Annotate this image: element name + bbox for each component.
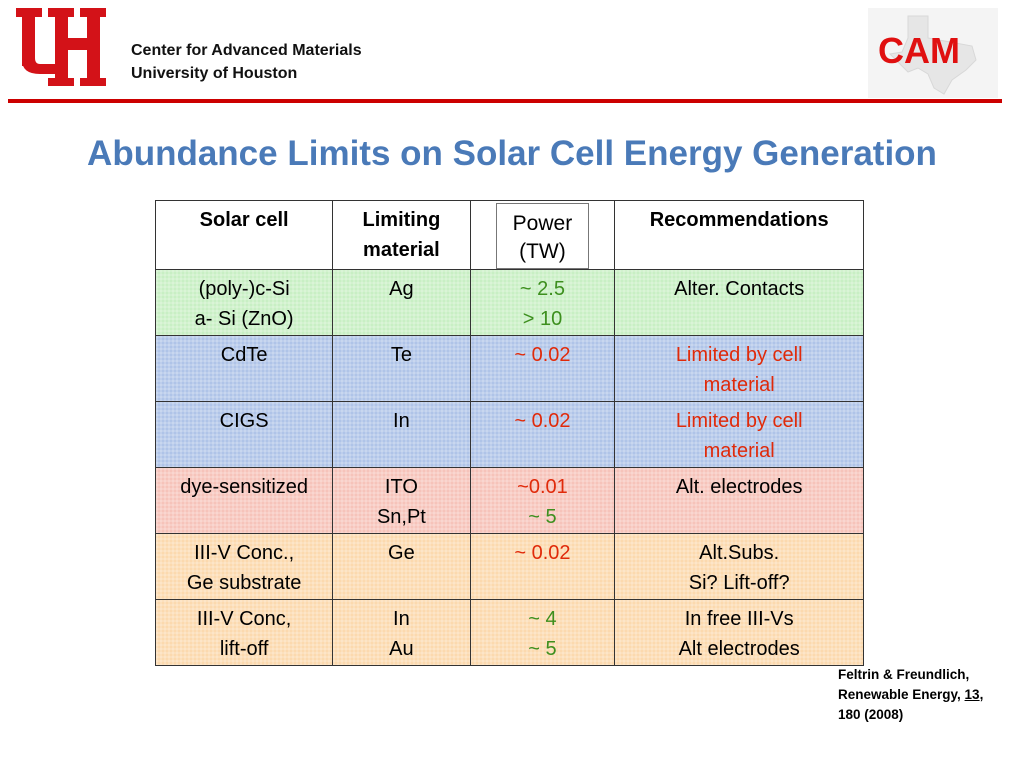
cell-recommendation: Alter. Contacts (614, 269, 864, 336)
table-header-row: Solar cell Limiting material Power (TW) … (154, 200, 864, 270)
header-solar-cell-label: Solar cell (199, 209, 289, 231)
cell-solar-cell: CdTe (154, 335, 334, 402)
cell-power-text: ~ 5 (528, 506, 557, 528)
cell-recommendation-text: Limited by cell (675, 410, 803, 432)
cell-power: ~ 2.5 > 10 (469, 269, 616, 336)
cell-recommendation-text: In free III-Vs (684, 608, 794, 630)
cell-solar-cell-text: III-V Conc, (196, 608, 292, 630)
table-row: III-V Conc., Ge substrate Ge ~ 0.02 Alt.Subs… (154, 533, 864, 600)
cell-solar-cell-text: Ge substrate (186, 572, 302, 594)
cell-limiting-material-text: Ge (388, 542, 415, 564)
cam-logo-text: CAM (878, 30, 960, 71)
cell-recommendation-text: material (703, 374, 775, 396)
header-limiting-material: Limiting material (332, 200, 471, 270)
header-power-label-1: Power (512, 212, 573, 235)
header-limiting-label-2: material (363, 239, 440, 261)
citation-volume: 13 (964, 687, 980, 702)
cell-recommendation-text: Alt. electrodes (675, 476, 803, 498)
citation: Feltrin & Freundlich, Renewable Energy, … (838, 665, 983, 725)
cell-limiting-material-text: ITO (384, 476, 418, 498)
cell-limiting-material: In Au (332, 599, 471, 666)
table-row: dye-sensitized ITO Sn,Pt ~0.01 ~ 5 Alt. elect… (154, 467, 864, 534)
cell-solar-cell-text: III-V Conc., (194, 542, 295, 564)
header-divider (8, 99, 1002, 103)
cell-power-text: ~0.01 (517, 476, 568, 498)
cell-solar-cell-text: lift-off (219, 638, 269, 660)
abundance-table: Solar cell Limiting material Power (TW) … (154, 200, 864, 666)
table-row: CdTe Te ~ 0.02 Limited by cell material (154, 335, 864, 402)
header-power-label-2: (TW) (519, 240, 566, 263)
cell-power: ~ 0.02 (469, 533, 616, 600)
cell-solar-cell-text: (poly-)c-Si (198, 278, 290, 300)
cell-solar-cell-text: CdTe (220, 344, 268, 366)
cell-power-text: ~ 0.02 (514, 344, 571, 366)
organization-name: Center for Advanced Materials University… (131, 39, 362, 85)
cell-solar-cell: (poly-)c-Si a- Si (ZnO) (154, 269, 334, 336)
header-solar-cell: Solar cell (154, 200, 334, 270)
cell-solar-cell-text: dye-sensitized (180, 476, 309, 498)
cell-solar-cell: CIGS (154, 401, 334, 468)
cell-limiting-material-text: Sn,Pt (376, 506, 426, 528)
org-line-2: University of Houston (131, 65, 298, 82)
cell-recommendation: In free III-Vs Alt electrodes (614, 599, 864, 666)
cell-power-text: ~ 0.02 (514, 542, 571, 564)
cam-texas-logo (868, 8, 998, 98)
cell-solar-cell: III-V Conc, lift-off (154, 599, 334, 666)
citation-line-3: 180 (2008) (838, 707, 904, 722)
cell-power: ~ 0.02 (469, 335, 616, 402)
table-body: (poly-)c-Si a- Si (ZnO) Ag ~ 2.5 > 10 Alter. … (154, 269, 864, 666)
cell-limiting-material: Te (332, 335, 471, 402)
slide-title: Abundance Limits on Solar Cell Energy Ge… (87, 134, 937, 173)
cell-recommendation: Limited by cell material (614, 335, 864, 402)
citation-line-1: Feltrin & Freundlich, (838, 667, 970, 682)
cell-recommendation-text: Si? Lift-off? (688, 572, 790, 594)
table-row: III-V Conc, lift-off In Au ~ 4 ~ 5 In free III… (154, 599, 864, 666)
citation-journal: Renewable Energy, (838, 687, 965, 702)
cell-power-text: ~ 4 (528, 608, 557, 630)
cell-power-text: ~ 5 (528, 638, 557, 660)
cell-limiting-material-text: Te (390, 344, 412, 366)
cell-power: ~ 4 ~ 5 (469, 599, 616, 666)
cell-recommendation-text: Alt electrodes (678, 638, 800, 660)
cell-solar-cell: dye-sensitized (154, 467, 334, 534)
cell-limiting-material: Ag (332, 269, 471, 336)
cell-solar-cell-text: CIGS (219, 410, 269, 432)
cell-limiting-material-text: In (393, 410, 410, 432)
cell-solar-cell-text: a- Si (ZnO) (194, 308, 294, 330)
uh-logo (16, 8, 106, 86)
cell-limiting-material: ITO Sn,Pt (332, 467, 471, 534)
cell-limiting-material-text: In (393, 608, 410, 630)
cell-recommendation-text: material (703, 440, 775, 462)
cell-recommendation: Alt. electrodes (614, 467, 864, 534)
header-recommendations-label: Recommendations (649, 209, 829, 231)
header-power: Power (TW) (469, 200, 616, 270)
cell-power-text: > 10 (522, 308, 563, 330)
cell-solar-cell: III-V Conc., Ge substrate (154, 533, 334, 600)
table-row: CIGS In ~ 0.02 Limited by cell material (154, 401, 864, 468)
org-line-1: Center for Advanced Materials (131, 42, 362, 59)
cell-recommendation-text: Limited by cell (675, 344, 803, 366)
header-limiting-label-1: Limiting (362, 209, 441, 231)
cell-recommendation: Limited by cell material (614, 401, 864, 468)
cell-recommendation-text: Alter. Contacts (674, 278, 805, 300)
cell-power: ~ 0.02 (469, 401, 616, 468)
cell-recommendation: Alt.Subs. Si? Lift-off? (614, 533, 864, 600)
cell-limiting-material: In (332, 401, 471, 468)
cell-recommendation-text: Alt.Subs. (699, 542, 780, 564)
header-recommendations: Recommendations (614, 200, 864, 270)
cell-power: ~0.01 ~ 5 (469, 467, 616, 534)
cell-limiting-material-text: Ag (389, 278, 414, 300)
power-header-box: Power (TW) (495, 203, 590, 269)
table-row: (poly-)c-Si a- Si (ZnO) Ag ~ 2.5 > 10 Alter. … (154, 269, 864, 336)
cell-limiting-material-text: Au (389, 638, 414, 660)
cell-limiting-material: Ge (332, 533, 471, 600)
cell-power-text: ~ 2.5 (519, 278, 565, 300)
citation-comma: , (979, 687, 984, 702)
citation-line-2: Renewable Energy, 13, (838, 685, 983, 705)
cell-power-text: ~ 0.02 (514, 410, 571, 432)
